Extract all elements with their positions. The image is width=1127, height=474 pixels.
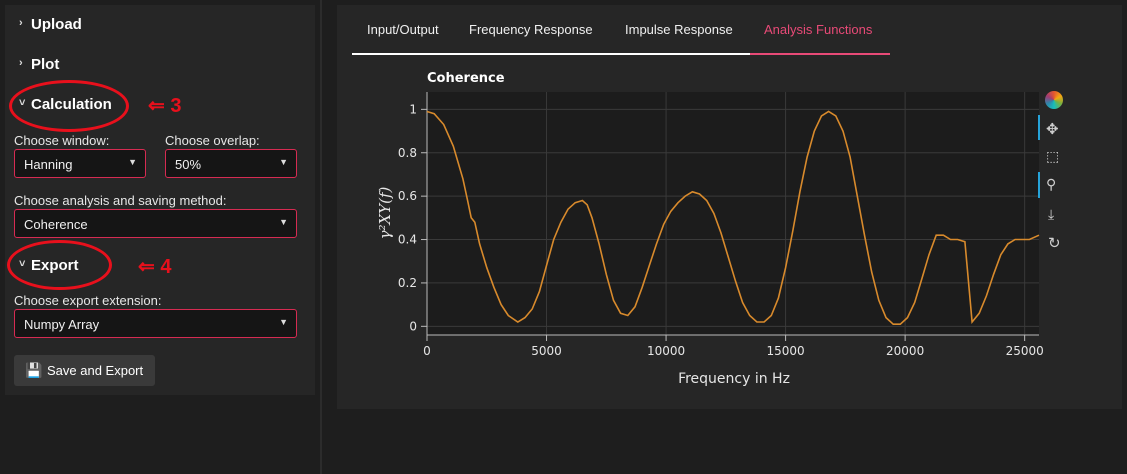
annotation-arrow-4: ⇐ 4 [138,256,172,278]
tab-input-output[interactable]: Input/Output [367,22,439,37]
dropdown-arrow-icon: ▼ [279,317,288,327]
tab-impulse-response[interactable]: Impulse Response [625,22,733,37]
annotation-arrow-3: ⇐ 3 [148,95,182,117]
window-label: Choose window: [14,133,110,148]
extension-label: Choose export extension: [14,293,162,308]
bokeh-logo-icon[interactable] [1045,91,1063,109]
floppy-disk-icon: 💾 [25,362,43,378]
pan-icon[interactable]: ✥ [1046,121,1059,138]
method-select[interactable]: Coherence ▼ [14,209,297,238]
panel-divider [320,0,322,474]
window-select-value: Hanning [24,157,73,172]
tab-underline-active [750,53,890,55]
tab-frequency-response[interactable]: Frequency Response [469,22,593,37]
method-select-value: Coherence [24,217,88,232]
wheel-zoom-icon[interactable]: ⚲ [1046,176,1057,192]
tab-underline-inactive [352,53,750,55]
section-upload-header[interactable]: › Upload [5,7,315,43]
save-export-button[interactable]: 💾 Save and Export [14,355,155,386]
save-export-label: Save and Export [47,363,144,378]
annotation-ellipse-calculation [9,80,129,132]
dropdown-arrow-icon: ▼ [279,157,288,167]
extension-select[interactable]: Numpy Array ▼ [14,309,297,338]
dropdown-arrow-icon: ▼ [128,157,137,167]
window-select[interactable]: Hanning ▼ [14,149,146,178]
box-zoom-icon[interactable]: ⬚ [1046,148,1060,164]
reset-icon[interactable]: ↻ [1048,235,1061,252]
dropdown-arrow-icon: ▼ [279,217,288,227]
sidebar: › Upload › Plot ˅ Calculation Choose win… [5,5,315,395]
section-plot-header[interactable]: › Plot [5,47,315,83]
method-label: Choose analysis and saving method: [14,193,227,208]
overlap-label: Choose overlap: [165,133,260,148]
save-icon[interactable]: ⤓ [1048,206,1055,222]
extension-select-value: Numpy Array [24,317,100,332]
section-upload-title: Upload [31,16,82,33]
overlap-select[interactable]: 50% ▼ [165,149,297,178]
section-plot-title: Plot [31,56,60,73]
overlap-select-value: 50% [175,157,202,172]
chevron-right-icon: › [19,17,23,29]
chevron-right-icon: › [19,57,23,69]
tab-analysis-functions[interactable]: Analysis Functions [764,22,873,37]
main-panel [337,5,1122,409]
annotation-ellipse-export [7,240,112,290]
